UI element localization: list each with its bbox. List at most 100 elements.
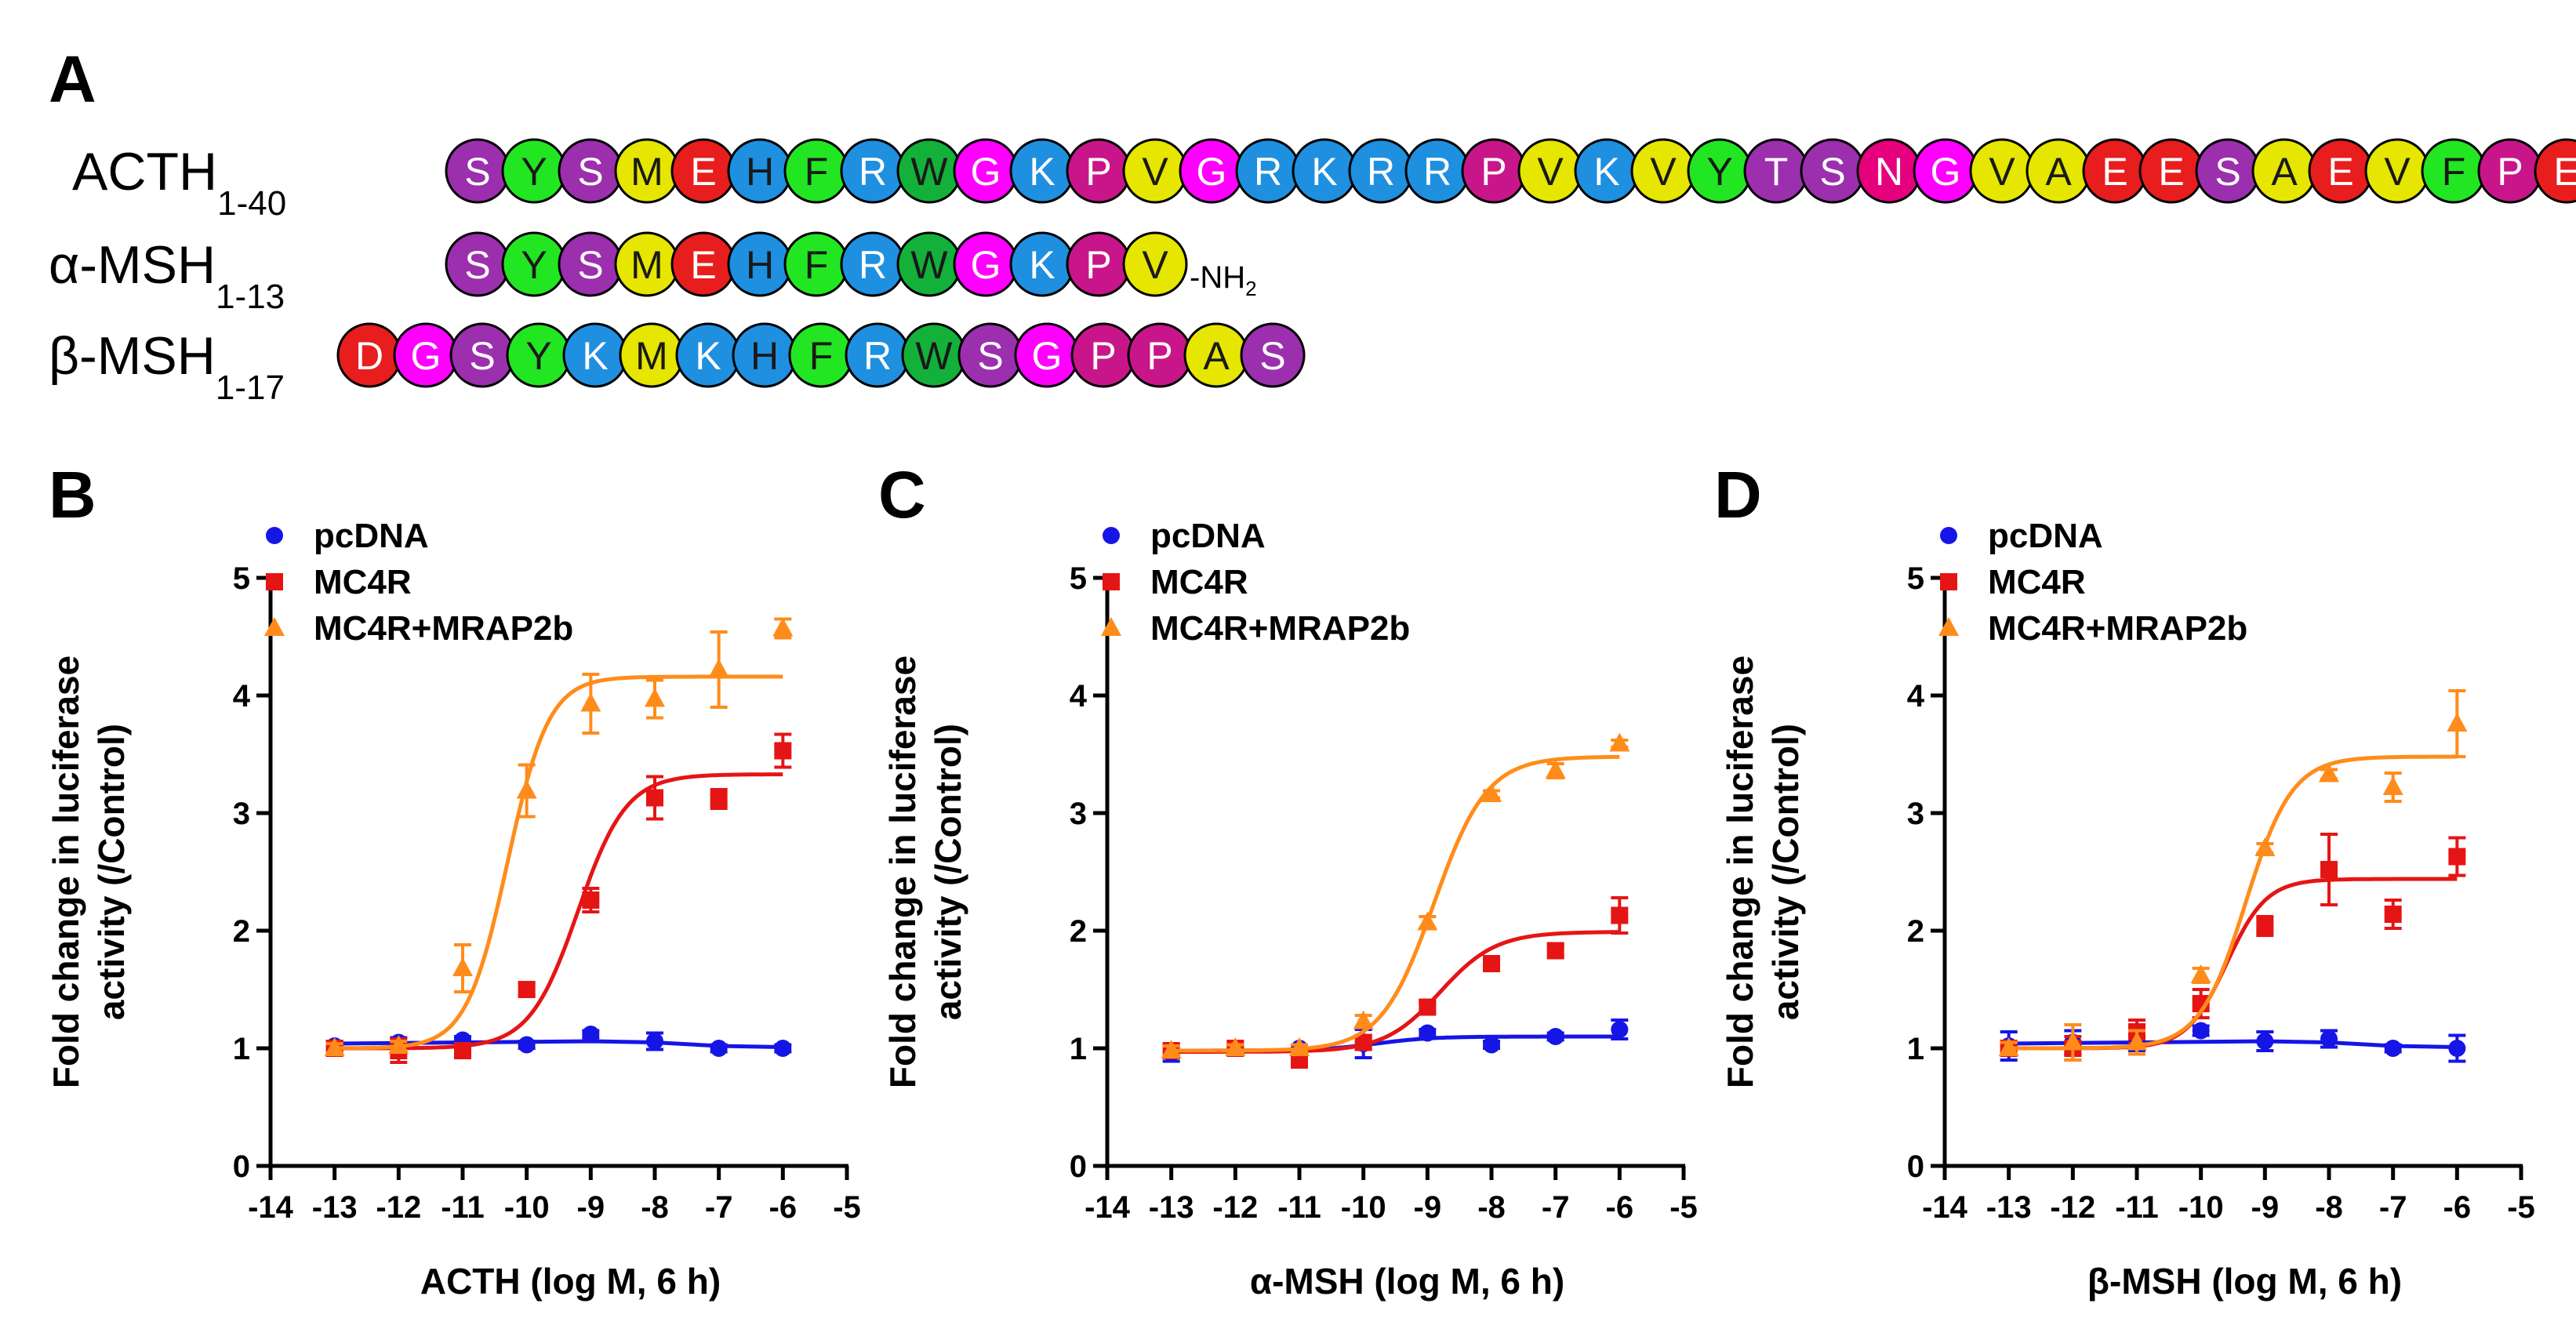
y-tick-label: 4 bbox=[1070, 679, 1088, 714]
data-point-circle bbox=[1103, 527, 1120, 544]
y-axis-title: activity (/Control) bbox=[1765, 724, 1806, 1020]
residue-letter: T bbox=[1764, 150, 1789, 194]
residue-letter: S bbox=[1819, 150, 1845, 194]
series-mc4r bbox=[325, 732, 792, 1064]
x-tick-label: -8 bbox=[2315, 1190, 2343, 1225]
data-point-square bbox=[646, 789, 663, 807]
fit-curve bbox=[2008, 1039, 2458, 1049]
residue-letter: M bbox=[630, 150, 663, 194]
x-tick-label: -13 bbox=[1149, 1190, 1194, 1225]
fit-curve bbox=[2008, 877, 2458, 1051]
fit-curve bbox=[334, 674, 783, 1051]
residue-letter: M bbox=[635, 334, 668, 378]
data-point-square bbox=[1546, 942, 1564, 960]
data-point-square bbox=[710, 790, 728, 808]
data-point-triangle bbox=[2447, 713, 2468, 732]
data-point-triangle bbox=[708, 659, 729, 677]
data-point-triangle bbox=[772, 617, 794, 637]
residue-letter: S bbox=[464, 150, 490, 194]
residue-letter: R bbox=[863, 334, 892, 378]
residue-letter: S bbox=[1259, 334, 1285, 378]
y-tick-label: 2 bbox=[233, 914, 250, 949]
residue-letter: V bbox=[1989, 150, 2015, 194]
residue-letter: Y bbox=[521, 243, 547, 287]
residue-letter: D bbox=[355, 334, 383, 378]
residue-circle bbox=[2534, 138, 2576, 204]
residue-letter: M bbox=[630, 243, 663, 287]
data-point-triangle bbox=[1938, 617, 1959, 636]
legend-entry: MC4R bbox=[1150, 563, 1248, 601]
data-point-square bbox=[2320, 861, 2338, 878]
residue-letter: V bbox=[1537, 150, 1564, 194]
data-point-triangle bbox=[1161, 1040, 1182, 1058]
data-point-triangle bbox=[1998, 1037, 2019, 1056]
residue-letter: F bbox=[805, 150, 829, 194]
y-tick-label: 1 bbox=[1070, 1032, 1087, 1066]
residue-letter: S bbox=[469, 334, 495, 378]
residue-letter: R bbox=[1254, 150, 1282, 194]
y-tick-label: 3 bbox=[1907, 797, 1924, 831]
data-point-circle bbox=[582, 1026, 600, 1043]
y-tick-label: 3 bbox=[233, 797, 250, 831]
residue-letter: Y bbox=[1706, 150, 1732, 194]
x-tick-label: -11 bbox=[441, 1190, 485, 1225]
panel-b: B 0 1 2 3 4 5 -14 -13 -12 -11 -10 -9 -8 -7 -6 -5 ACTH (lo… bbox=[45, 458, 861, 1302]
x-tick-label: -13 bbox=[312, 1190, 358, 1225]
residue-letter: E bbox=[2553, 150, 2576, 194]
residue-letter: V bbox=[1142, 243, 1168, 287]
data-point-triangle bbox=[2062, 1031, 2084, 1051]
y-tick-label: 0 bbox=[233, 1149, 250, 1184]
fit-curve bbox=[334, 772, 783, 1051]
legend-entry: pcDNA bbox=[314, 517, 429, 555]
panel-c: C 0 1 2 3 4 5 -14 -13 -12 -11 -10 -9 -8 -7 -6 -5 α-MSH (l… bbox=[878, 458, 1698, 1302]
panel-a: A ACTH1-40S Y S M E H F R W G K P V G R K R R P V K V Y T S N G V A E… bbox=[49, 42, 2576, 407]
residue-letter: E bbox=[2327, 150, 2353, 194]
data-point-circle bbox=[2192, 1022, 2210, 1040]
data-point-triangle bbox=[1353, 1010, 1374, 1029]
y-tick-label: 1 bbox=[1907, 1032, 1924, 1066]
panel-letter-b: B bbox=[49, 458, 96, 532]
x-tick-label: -9 bbox=[1414, 1190, 1442, 1225]
legend-entry: MC4R+MRAP2b bbox=[1150, 609, 1410, 648]
data-point-square bbox=[518, 981, 536, 998]
data-point-triangle bbox=[2254, 837, 2276, 856]
residue-letter: E bbox=[690, 243, 716, 287]
residue-letter: R bbox=[859, 150, 887, 194]
residue-letter: V bbox=[1142, 150, 1168, 194]
residue-letter: G bbox=[411, 334, 441, 378]
y-tick-label: 0 bbox=[1907, 1149, 1924, 1184]
residue-letter: G bbox=[971, 150, 1001, 194]
data-point-triangle bbox=[1609, 732, 1630, 752]
residue-letter: S bbox=[577, 243, 603, 287]
amide-suffix: -NH2 bbox=[1190, 260, 1257, 300]
y-tick-label: 4 bbox=[1907, 679, 1925, 714]
data-point-triangle bbox=[516, 779, 537, 799]
residue-letter: P bbox=[1481, 150, 1506, 194]
residue-letter: W bbox=[915, 334, 953, 378]
residue-letter: K bbox=[1311, 150, 1337, 194]
x-tick-label: -5 bbox=[833, 1190, 861, 1225]
panel-letter-a: A bbox=[49, 42, 96, 116]
x-tick-label: -10 bbox=[2178, 1190, 2224, 1225]
residue-letter: G bbox=[971, 243, 1001, 287]
residue-letter: H bbox=[750, 334, 779, 378]
x-tick-label: -14 bbox=[1922, 1190, 1968, 1225]
y-tick-label: 2 bbox=[1070, 914, 1087, 949]
residue-letter: Y bbox=[525, 334, 551, 378]
data-point-square bbox=[1103, 573, 1120, 590]
data-point-square bbox=[266, 573, 283, 590]
residue-circle bbox=[1122, 231, 1188, 297]
residue-letter: H bbox=[746, 243, 774, 287]
residue-letter: P bbox=[1085, 150, 1111, 194]
x-axis-title: β-MSH (log M, 6 h) bbox=[2087, 1261, 2402, 1302]
x-tick-label: -9 bbox=[2251, 1190, 2280, 1225]
x-tick-label: -8 bbox=[1477, 1190, 1506, 1225]
data-point-triangle bbox=[1289, 1037, 1310, 1056]
x-axis-title: ACTH (log M, 6 h) bbox=[420, 1261, 721, 1302]
residue-letter: R bbox=[1367, 150, 1395, 194]
fit-curve bbox=[1171, 754, 1620, 1053]
x-axis-title: α-MSH (log M, 6 h) bbox=[1250, 1261, 1564, 1302]
y-tick-label: 5 bbox=[233, 561, 250, 596]
data-point-triangle bbox=[388, 1035, 409, 1054]
